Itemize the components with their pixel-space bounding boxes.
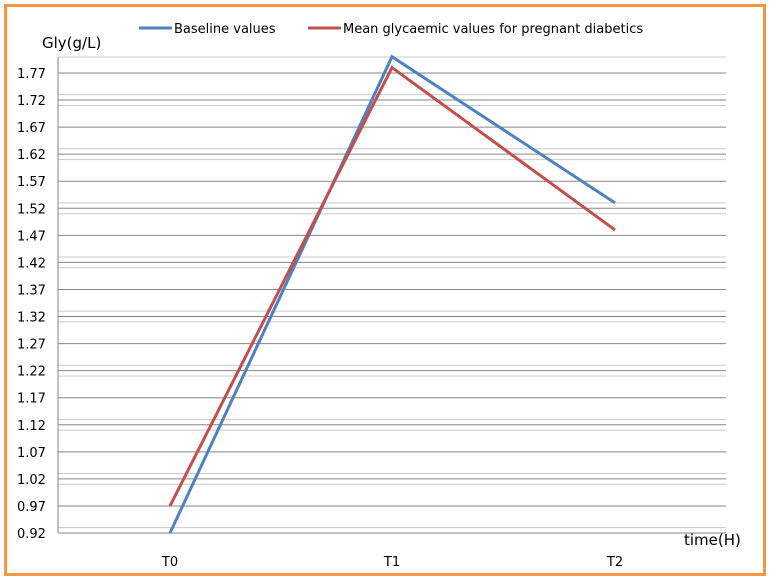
gridlines <box>58 56 726 529</box>
legend-label-baseline: Baseline values <box>174 22 276 37</box>
y-tick-label: 1.37 <box>17 283 46 298</box>
x-axis-ticks: T0 T1 T2 <box>161 555 623 570</box>
y-tick-label: 0.92 <box>17 527 46 542</box>
x-axis-title: time(H) <box>684 531 741 549</box>
legend-label-diabetics: Mean glycaemic values for pregnant diabe… <box>343 22 643 37</box>
y-tick-label: 0.97 <box>17 500 46 515</box>
x-tick-label: T0 <box>161 555 178 570</box>
series-lines <box>168 54 616 534</box>
chart-frame <box>4 4 766 576</box>
legend: Baseline values Mean glycaemic values fo… <box>139 22 643 37</box>
y-tick-label: 1.77 <box>17 67 46 82</box>
y-axis-ticks: 0.92 0.97 1.02 1.07 1.12 1.17 1.22 1.27 1.32 1.37… <box>17 67 46 542</box>
y-tick-label: 1.72 <box>17 94 46 109</box>
series-line-1 <box>168 65 616 507</box>
y-tick-label: 1.52 <box>17 202 46 217</box>
y-tick-label: 1.42 <box>17 256 46 271</box>
x-tick-label: T1 <box>383 555 400 570</box>
y-tick-label: 1.27 <box>17 338 46 353</box>
y-tick-label: 1.32 <box>17 311 46 326</box>
y-tick-label: 1.67 <box>17 121 46 136</box>
y-tick-label: 1.57 <box>17 175 46 190</box>
y-tick-label: 1.22 <box>17 365 46 380</box>
x-tick-label: T2 <box>606 555 623 570</box>
y-tick-label: 1.47 <box>17 229 46 244</box>
y-tick-label: 1.02 <box>17 473 46 488</box>
y-axis-title: Gly(g/L) <box>42 34 101 52</box>
y-tick-label: 1.12 <box>17 419 46 434</box>
y-tick-label: 1.07 <box>17 446 46 461</box>
series-line-0 <box>168 54 616 534</box>
y-tick-label: 1.17 <box>17 392 46 407</box>
y-tick-label: 1.62 <box>17 148 46 163</box>
